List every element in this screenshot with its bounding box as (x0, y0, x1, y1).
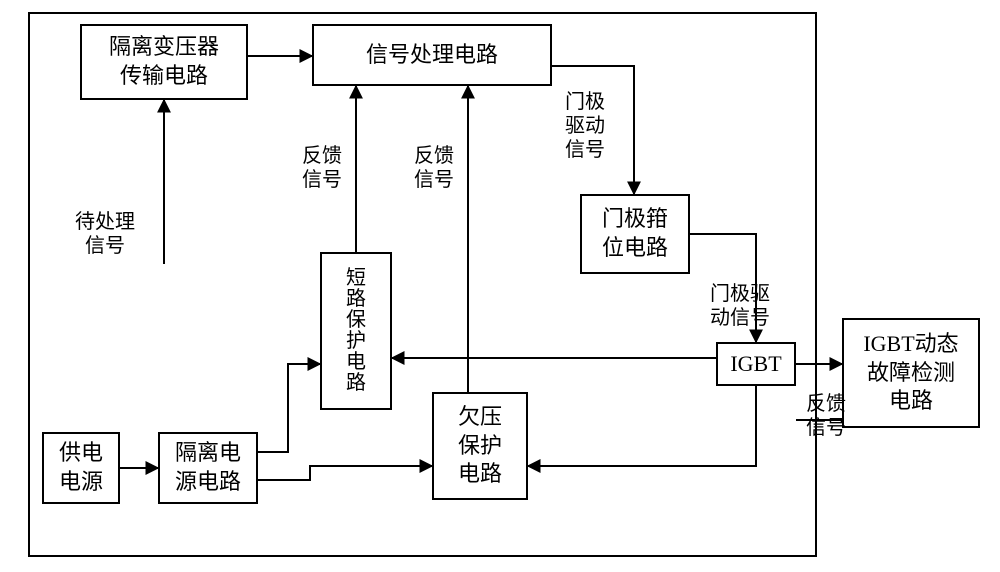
label-text: 反馈 信号 (414, 145, 454, 191)
node-isolation-power: 隔离电 源电路 (158, 432, 258, 504)
node-label: 供电 电源 (59, 439, 103, 496)
label-text: 门极 驱动 信号 (565, 91, 605, 161)
label-gate-drive-2: 门极驱 动信号 (700, 282, 780, 330)
node-label: 短 路 保 护 电 路 (346, 268, 366, 394)
label-text: 反馈 信号 (302, 145, 342, 191)
node-label: 信号处理电路 (366, 41, 498, 70)
node-undervoltage-protect: 欠压 保护 电路 (432, 392, 528, 500)
node-fault-detection: IGBT动态 故障检测 电路 (842, 318, 980, 428)
label-gate-drive-1: 门极 驱动 信号 (555, 90, 615, 162)
label-feedback-3: 反馈 信号 (800, 392, 852, 440)
node-label: 欠压 保护 电路 (458, 403, 502, 489)
label-text: 待处理 信号 (75, 211, 135, 257)
node-gate-clamp: 门极箝 位电路 (580, 194, 690, 274)
label-feedback-1: 反馈 信号 (296, 144, 348, 192)
node-label: 隔离变压器 传输电路 (109, 33, 219, 90)
label-feedback-2: 反馈 信号 (408, 144, 460, 192)
label-text: 反馈 信号 (806, 393, 846, 439)
node-isolation-transformer: 隔离变压器 传输电路 (80, 24, 248, 100)
node-label: 隔离电 源电路 (175, 439, 241, 496)
node-power-supply: 供电 电源 (42, 432, 120, 504)
node-label: 门极箝 位电路 (602, 205, 668, 262)
node-short-circuit-protect: 短 路 保 护 电 路 (320, 252, 392, 410)
node-igbt: IGBT (716, 342, 796, 386)
label-text: 门极驱 动信号 (710, 283, 770, 329)
label-pending-signal: 待处理 信号 (60, 210, 150, 258)
node-label: IGBT动态 故障检测 电路 (863, 330, 958, 416)
node-signal-processing: 信号处理电路 (312, 24, 552, 86)
node-label: IGBT (730, 350, 781, 379)
